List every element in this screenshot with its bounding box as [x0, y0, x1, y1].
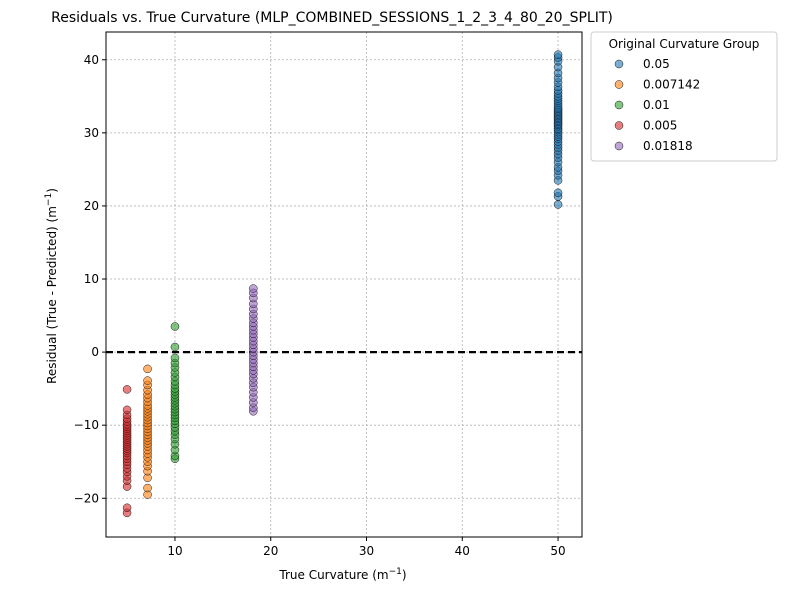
series-0.007142: [143, 364, 152, 499]
series-0.01818: [249, 284, 258, 416]
data-point: [122, 385, 132, 394]
legend-marker: [614, 100, 624, 110]
legend-box: [590, 31, 778, 162]
data-point: [122, 503, 132, 513]
x-tick-label: 20: [263, 544, 278, 558]
y-tick-label: −20: [74, 491, 99, 505]
legend-entry-label: 0.01: [643, 98, 670, 112]
y-tick-label: −10: [74, 418, 99, 432]
x-tick-label: 40: [455, 544, 470, 558]
data-points: [122, 50, 563, 518]
data-point: [170, 353, 180, 363]
legend-items: 0.05 0.007142 0.01 0.005 0.01818: [614, 57, 700, 153]
x-axis-label-close: ): [402, 568, 407, 582]
y-axis-label-main: Residual (True - Predicted) (m: [45, 206, 59, 384]
plot-area-frame: [105, 31, 583, 538]
legend-marker: [614, 141, 624, 151]
x-tick-label: 50: [550, 544, 565, 558]
data-point: [249, 284, 258, 293]
legend-marker: [614, 121, 624, 130]
legend: Original Curvature Group 0.050.0071420.0…: [590, 31, 778, 162]
data-point: [553, 200, 563, 209]
chart-title: Residuals vs. True Curvature (MLP_COMBIN…: [51, 10, 613, 26]
x-tick-label: 30: [359, 544, 374, 558]
series-0.005: [122, 385, 132, 518]
legend-entry-label: 0.007142: [643, 78, 700, 92]
y-tick-label: 20: [84, 199, 99, 213]
data-point: [143, 364, 152, 374]
legend-entry-label: 0.05: [643, 57, 670, 71]
legend-entry-label: 0.01818: [643, 139, 693, 153]
x-tick-label: 10: [167, 544, 182, 558]
y-tick-label: 10: [84, 272, 99, 286]
legend-marker: [614, 80, 624, 89]
data-point: [170, 322, 180, 331]
y-axis-label: Residual (True - Predicted) (m−1): [44, 188, 59, 384]
y-axis-label-sup: −1: [44, 193, 54, 206]
data-point: [170, 342, 180, 352]
y-tick-label: 0: [91, 345, 99, 359]
y-tick-label: 30: [84, 126, 99, 140]
data-point: [143, 483, 152, 493]
legend-marker: [614, 59, 624, 69]
series-0.01: [170, 322, 180, 464]
series-0.05: [553, 50, 563, 209]
legend-entry-label: 0.005: [643, 119, 677, 133]
data-point: [122, 405, 132, 415]
x-axis-label: True Curvature (m−1): [278, 567, 406, 582]
data-point: [553, 50, 563, 59]
y-tick-label: 40: [84, 53, 99, 67]
legend-title: Original Curvature Group: [609, 37, 760, 51]
y-axis-ticks: −20 −10 0 10 20 30 40: [74, 53, 106, 505]
data-point: [553, 188, 563, 198]
x-axis-ticks: 10 20 30 40 50: [167, 537, 566, 558]
y-axis-label-close: ): [45, 188, 59, 193]
x-axis-label-sup: −1: [389, 567, 402, 577]
data-point: [143, 376, 152, 385]
x-axis-label-main: True Curvature (m: [278, 568, 388, 582]
